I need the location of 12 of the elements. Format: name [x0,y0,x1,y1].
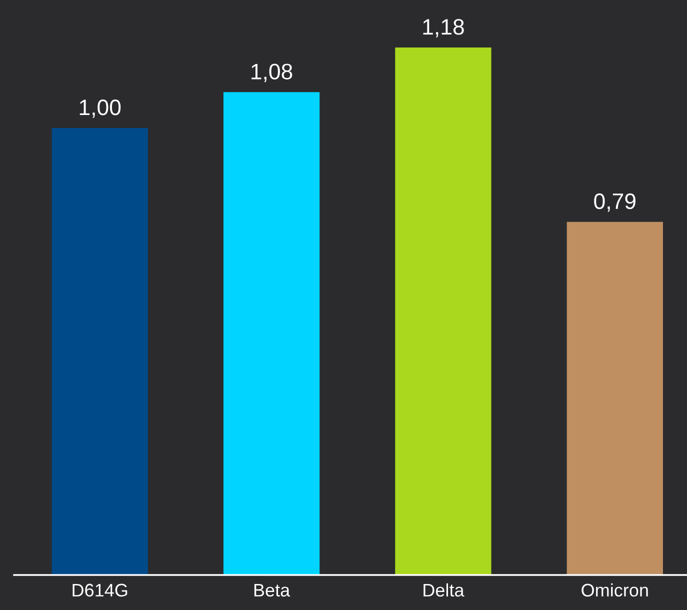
x-tick-label: D614G [72,584,128,597]
x-tick-label: Beta [254,584,290,597]
bar [52,128,148,575]
data-label: 0,79 [594,193,636,212]
data-label: 1,08 [252,64,292,82]
bar [566,222,663,575]
x-tick-label: Omicron [582,583,648,597]
bar [223,92,320,575]
bar [395,47,492,575]
data-label: 1,00 [80,99,121,118]
data-label: 1,18 [423,19,464,38]
x-tick-label: Delta [424,583,464,597]
